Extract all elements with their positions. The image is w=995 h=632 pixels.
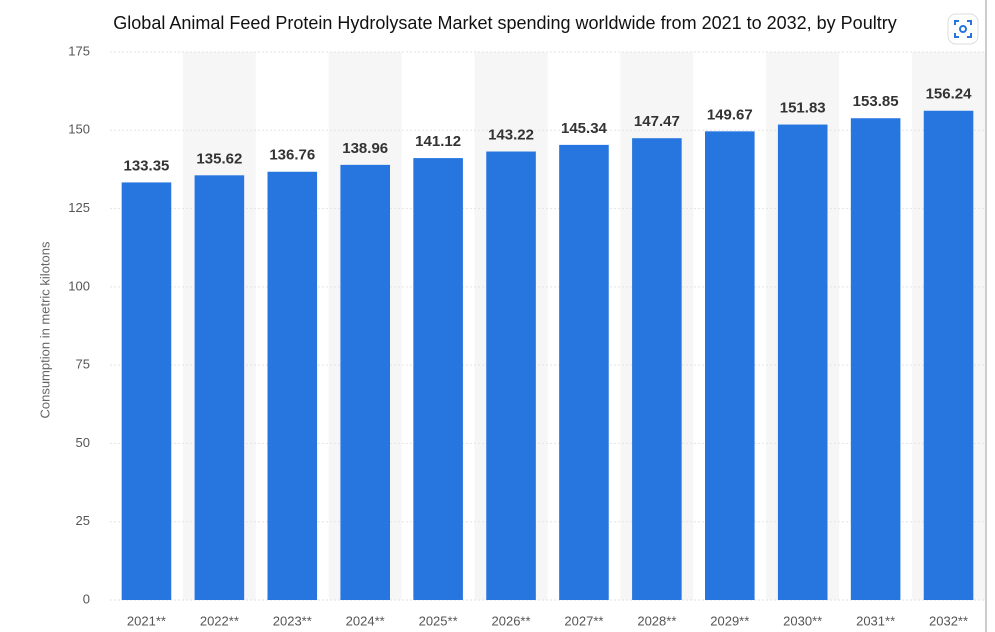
bar xyxy=(923,110,974,600)
x-tick-label: 2027** xyxy=(564,613,603,628)
screenshot-icon[interactable] xyxy=(947,13,979,45)
y-tick-label: 100 xyxy=(68,278,90,293)
bar xyxy=(340,164,390,600)
y-tick-label: 125 xyxy=(68,200,90,215)
value-label: 135.62 xyxy=(196,150,242,167)
bar xyxy=(267,171,318,600)
value-label: 141.12 xyxy=(415,133,461,150)
bar xyxy=(705,131,755,600)
y-tick-label: 150 xyxy=(68,122,90,137)
y-tick-label: 75 xyxy=(76,357,90,372)
x-tick-label: 2028** xyxy=(637,613,676,628)
y-tick-label: 175 xyxy=(68,43,90,58)
y-axis-label: Consumption in metric kilotons xyxy=(37,241,52,419)
value-label: 133.35 xyxy=(124,157,170,174)
bar xyxy=(850,118,901,601)
x-tick-label: 2030** xyxy=(783,613,822,628)
bar xyxy=(559,144,609,600)
y-tick-label: 25 xyxy=(76,513,90,528)
bar xyxy=(413,158,463,600)
y-tick-label: 50 xyxy=(76,435,90,450)
x-tick-label: 2023** xyxy=(273,613,312,628)
value-label: 143.22 xyxy=(488,126,534,143)
x-tick-label: 2026** xyxy=(492,613,531,628)
value-label: 149.67 xyxy=(707,106,753,123)
x-tick-label: 2024** xyxy=(346,613,385,628)
bar xyxy=(194,175,245,600)
x-tick-label: 2022** xyxy=(200,613,239,628)
x-tick-label: 2032** xyxy=(929,613,968,628)
value-label: 151.83 xyxy=(780,100,826,117)
y-tick-label: 0 xyxy=(83,591,90,606)
x-tick-label: 2029** xyxy=(710,613,749,628)
chart-title: Global Animal Feed Protein Hydrolysate M… xyxy=(113,13,896,33)
bar xyxy=(486,151,536,601)
bar xyxy=(121,182,172,600)
bar xyxy=(777,124,828,600)
x-tick-label: 2021** xyxy=(127,613,166,628)
value-label: 153.85 xyxy=(853,93,899,110)
value-label: 156.24 xyxy=(926,86,973,103)
x-tick-label: 2025** xyxy=(419,613,458,628)
value-label: 136.76 xyxy=(269,147,315,164)
value-label: 147.47 xyxy=(634,113,680,130)
value-label: 145.34 xyxy=(561,120,608,137)
x-tick-label: 2031** xyxy=(856,613,895,628)
bar xyxy=(632,138,682,600)
value-label: 138.96 xyxy=(342,140,388,157)
